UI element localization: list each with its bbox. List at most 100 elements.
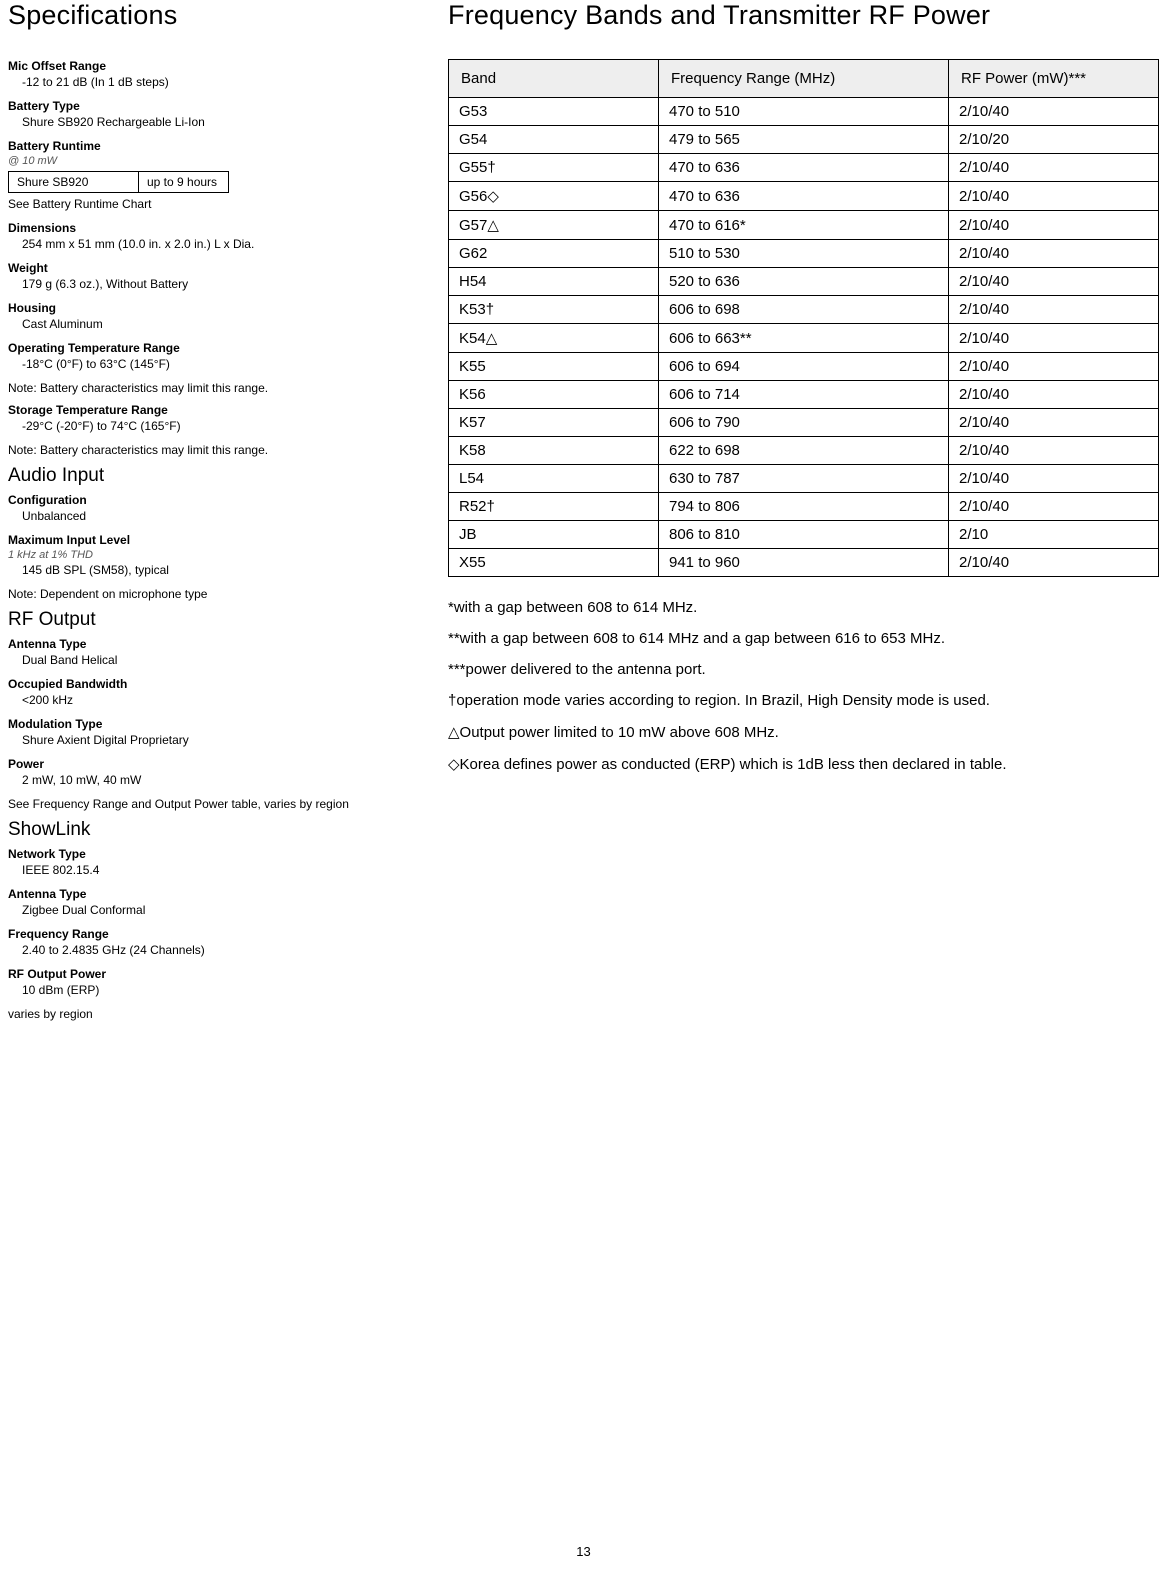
table-cell: 2/10/40 — [949, 437, 1159, 465]
spec-note: varies by region — [8, 1007, 428, 1021]
spec-label: Weight — [8, 261, 428, 275]
spec-value: 10 dBm (ERP) — [8, 983, 428, 997]
table-cell: K53† — [449, 296, 659, 324]
table-cell: 520 to 636 — [659, 268, 949, 296]
table-cell: 2/10/40 — [949, 182, 1159, 211]
table-cell: R52† — [449, 493, 659, 521]
table-row: G55†470 to 6362/10/40 — [449, 154, 1159, 182]
battery-runtime-sub: @ 10 mW — [8, 155, 428, 167]
table-cell: K58 — [449, 437, 659, 465]
spec-value: Shure SB920 Rechargeable Li-Ion — [8, 115, 428, 129]
footnote: ***power delivered to the antenna port. — [448, 661, 1159, 678]
spec-item: Occupied Bandwidth <200 kHz — [8, 677, 428, 707]
spec-value: Zigbee Dual Conformal — [8, 903, 428, 917]
table-cell: K57 — [449, 409, 659, 437]
table-cell: 2/10/40 — [949, 268, 1159, 296]
spec-label: Antenna Type — [8, 887, 428, 901]
table-cell: 794 to 806 — [659, 493, 949, 521]
table-cell: 606 to 790 — [659, 409, 949, 437]
spec-item: Modulation Type Shure Axient Digital Prop… — [8, 717, 428, 747]
showlink-title: ShowLink — [8, 819, 428, 841]
spec-item: Network TypeIEEE 802.15.4 — [8, 847, 428, 877]
runtime-cell: Shure SB920 — [9, 172, 139, 193]
battery-runtime-block: Battery Runtime @ 10 mW Shure SB920 up t… — [8, 139, 428, 211]
table-row: K55606 to 6942/10/40 — [449, 353, 1159, 381]
table-cell: 2/10/40 — [949, 465, 1159, 493]
table-cell: 941 to 960 — [659, 549, 949, 577]
spec-item: HousingCast Aluminum — [8, 301, 428, 331]
table-cell: 2/10/40 — [949, 240, 1159, 268]
audio-input-title: Audio Input — [8, 465, 428, 487]
spec-item: Storage Temperature Range-29°C (-20°F) t… — [8, 403, 428, 433]
table-cell: X55 — [449, 549, 659, 577]
table-row: G57△470 to 616*2/10/40 — [449, 211, 1159, 240]
freq-th-power: RF Power (mW)*** — [949, 60, 1159, 98]
table-row: K53†606 to 6982/10/40 — [449, 296, 1159, 324]
table-cell: 470 to 616* — [659, 211, 949, 240]
table-cell: H54 — [449, 268, 659, 296]
table-cell: 606 to 698 — [659, 296, 949, 324]
table-cell: G56◇ — [449, 182, 659, 211]
spec-label: Modulation Type — [8, 717, 428, 731]
table-row: G56◇470 to 6362/10/40 — [449, 182, 1159, 211]
table-cell: 2/10/40 — [949, 353, 1159, 381]
spec-value: 179 g (6.3 oz.), Without Battery — [8, 277, 428, 291]
table-row: X55941 to 9602/10/40 — [449, 549, 1159, 577]
spec-label: Dimensions — [8, 221, 428, 235]
spec-value: IEEE 802.15.4 — [8, 863, 428, 877]
spec-item: Mic Offset Range-12 to 21 dB (In 1 dB st… — [8, 59, 428, 89]
spec-sub: 1 kHz at 1% THD — [8, 549, 428, 561]
table-cell: 470 to 636 — [659, 182, 949, 211]
table-cell: 806 to 810 — [659, 521, 949, 549]
table-row: K57606 to 7902/10/40 — [449, 409, 1159, 437]
table-cell: 2/10/20 — [949, 126, 1159, 154]
spec-note: Note: Dependent on microphone type — [8, 587, 428, 601]
spec-item: Maximum Input Level 1 kHz at 1% THD 145 dB… — [8, 533, 428, 577]
spec-item: Battery TypeShure SB920 Rechargeable Li-… — [8, 99, 428, 129]
spec-note: Note: Battery characteristics may limit … — [8, 443, 428, 457]
table-cell: 2/10/40 — [949, 98, 1159, 126]
table-cell: 622 to 698 — [659, 437, 949, 465]
spec-value: 254 mm x 51 mm (10.0 in. x 2.0 in.) L x … — [8, 237, 428, 251]
table-cell: G54 — [449, 126, 659, 154]
spec-label: Maximum Input Level — [8, 533, 428, 547]
spec-value: Shure Axient Digital Proprietary — [8, 733, 428, 747]
table-cell: L54 — [449, 465, 659, 493]
spec-note: See Frequency Range and Output Power tab… — [8, 797, 428, 811]
table-cell: 606 to 663** — [659, 324, 949, 353]
spec-value: -29°C (-20°F) to 74°C (165°F) — [8, 419, 428, 433]
table-cell: G53 — [449, 98, 659, 126]
spec-label: Occupied Bandwidth — [8, 677, 428, 691]
spec-value: 145 dB SPL (SM58), typical — [8, 563, 428, 577]
spec-item: Dimensions 254 mm x 51 mm (10.0 in. x 2.0… — [8, 221, 428, 251]
specifications-column: Specifications Mic Offset Range-12 to 21… — [8, 0, 448, 1029]
runtime-cell: up to 9 hours — [139, 172, 229, 193]
battery-runtime-table: Shure SB920 up to 9 hours — [8, 171, 229, 193]
spec-label: Antenna Type — [8, 637, 428, 651]
table-row: K56606 to 7142/10/40 — [449, 381, 1159, 409]
table-cell: 2/10/40 — [949, 493, 1159, 521]
table-cell: 2/10/40 — [949, 296, 1159, 324]
page-number: 13 — [0, 1544, 1167, 1559]
table-row: G54479 to 5652/10/20 — [449, 126, 1159, 154]
table-cell: 479 to 565 — [659, 126, 949, 154]
specifications-title: Specifications — [8, 0, 428, 31]
spec-value: <200 kHz — [8, 693, 428, 707]
table-row: R52†794 to 8062/10/40 — [449, 493, 1159, 521]
spec-value: 2 mW, 10 mW, 40 mW — [8, 773, 428, 787]
table-row: L54630 to 7872/10/40 — [449, 465, 1159, 493]
spec-value: -18°C (0°F) to 63°C (145°F) — [8, 357, 428, 371]
table-row: G53470 to 5102/10/40 — [449, 98, 1159, 126]
rf-output-title: RF Output — [8, 609, 428, 631]
spec-label: Configuration — [8, 493, 428, 507]
table-cell: 2/10 — [949, 521, 1159, 549]
table-cell: 630 to 787 — [659, 465, 949, 493]
spec-label: RF Output Power — [8, 967, 428, 981]
spec-note: Note: Battery characteristics may limit … — [8, 381, 428, 395]
spec-value: -12 to 21 dB (In 1 dB steps) — [8, 75, 428, 89]
footnote: *with a gap between 608 to 614 MHz. — [448, 599, 1159, 616]
footnote: †operation mode varies according to regi… — [448, 692, 1159, 709]
spec-item: Operating Temperature Range-18°C (0°F) t… — [8, 341, 428, 371]
table-cell: G55† — [449, 154, 659, 182]
table-cell: 2/10/40 — [949, 409, 1159, 437]
